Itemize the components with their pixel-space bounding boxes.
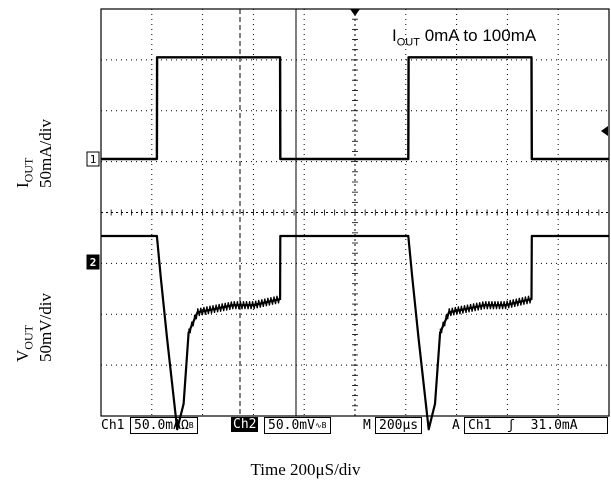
- trigger-level-marker: [601, 126, 608, 136]
- trigger-position-marker: [350, 9, 360, 16]
- iout-trace: [101, 56, 609, 161]
- waveform-traces: [101, 56, 609, 431]
- iout-axis-label: IOUT 50mA/div: [13, 119, 56, 188]
- ch2-scale: 50.0mV∿B: [264, 417, 331, 434]
- scope-markers: 12: [86, 9, 608, 416]
- vout-trace: [101, 234, 609, 431]
- graticule: [101, 9, 609, 416]
- ch2-label: Ch2: [231, 417, 259, 432]
- trigger-a-label: A: [452, 418, 460, 433]
- vout-ripple: [439, 294, 533, 334]
- ch1-label: Ch1: [101, 418, 125, 433]
- chart-annotation: IOUT 0mA to 100mA: [392, 26, 537, 49]
- scope-status-bar: Ch1 50.0mAΩB Ch2 50.0mV∿B M 200μs A Ch1 …: [100, 417, 609, 435]
- vout-ripple: [188, 294, 281, 334]
- vout-axis-label: VOUT 50mV/div: [13, 293, 56, 362]
- trigger-settings: Ch1 ʃ 31.0mA: [464, 417, 608, 434]
- ch2-marker-box: [86, 254, 100, 270]
- timebase-value: 200μs: [375, 417, 423, 434]
- ch2-marker-label: 2: [90, 256, 97, 269]
- ch1-scale: 50.0mAΩB: [130, 417, 198, 434]
- ch1-marker-box: [86, 151, 100, 167]
- timebase-m-label: M: [363, 418, 371, 433]
- ch1-marker-label: 1: [90, 153, 97, 166]
- time-axis-label: Time 200μS/div: [250, 460, 361, 479]
